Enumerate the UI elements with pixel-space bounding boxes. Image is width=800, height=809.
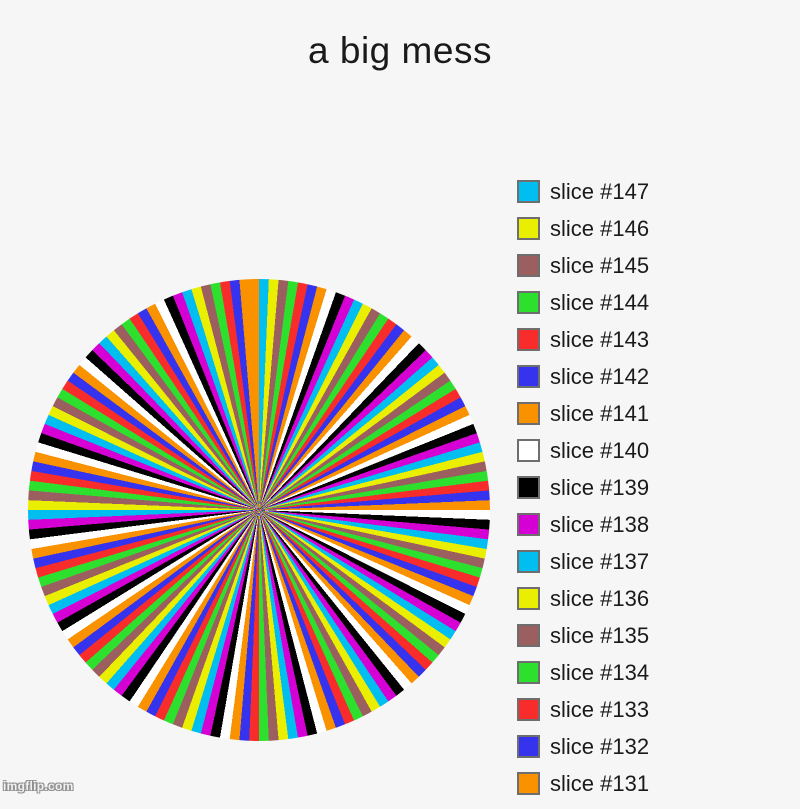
legend-item: slice #138 bbox=[517, 513, 649, 536]
legend-label: slice #146 bbox=[550, 216, 650, 241]
legend-item: slice #139 bbox=[517, 476, 649, 499]
legend-label: slice #141 bbox=[550, 401, 650, 426]
legend-swatch bbox=[517, 698, 540, 721]
legend-label: slice #132 bbox=[550, 734, 650, 759]
chart-title: a big mess bbox=[308, 30, 492, 71]
legend-swatch bbox=[517, 365, 540, 388]
legend-item: slice #141 bbox=[517, 402, 649, 425]
pie-chart bbox=[28, 279, 490, 741]
legend-swatch bbox=[517, 661, 540, 684]
legend-item: slice #131 bbox=[517, 772, 649, 795]
legend-item: slice #137 bbox=[517, 550, 649, 573]
legend-swatch bbox=[517, 402, 540, 425]
legend-label: slice #145 bbox=[550, 253, 650, 278]
legend-swatch bbox=[517, 328, 540, 351]
legend-item: slice #144 bbox=[517, 291, 649, 314]
legend-item: slice #146 bbox=[517, 217, 649, 240]
legend-item: slice #136 bbox=[517, 587, 649, 610]
legend-swatch bbox=[517, 772, 540, 795]
legend-item: slice #147 bbox=[517, 180, 649, 203]
legend-label: slice #135 bbox=[550, 623, 650, 648]
legend-swatch bbox=[517, 587, 540, 610]
legend-swatch bbox=[517, 476, 540, 499]
legend-item: slice #140 bbox=[517, 439, 649, 462]
imgflip-watermark: imgflip.com bbox=[3, 779, 74, 793]
legend-item: slice #135 bbox=[517, 624, 649, 647]
legend-swatch bbox=[517, 735, 540, 758]
legend-swatch bbox=[517, 439, 540, 462]
legend-label: slice #142 bbox=[550, 364, 650, 389]
legend-label: slice #137 bbox=[550, 549, 650, 574]
legend-label: slice #138 bbox=[550, 512, 650, 537]
legend-label: slice #136 bbox=[550, 586, 650, 611]
legend-label: slice #131 bbox=[550, 771, 650, 796]
legend-swatch bbox=[517, 291, 540, 314]
legend-label: slice #140 bbox=[550, 438, 650, 463]
legend-label: slice #134 bbox=[550, 660, 650, 685]
legend-label: slice #144 bbox=[550, 290, 650, 315]
legend-swatch bbox=[517, 180, 540, 203]
legend-item: slice #143 bbox=[517, 328, 649, 351]
legend-label: slice #147 bbox=[550, 179, 650, 204]
legend-item: slice #133 bbox=[517, 698, 649, 721]
legend-swatch bbox=[517, 550, 540, 573]
legend-item: slice #132 bbox=[517, 735, 649, 758]
legend-label: slice #133 bbox=[550, 697, 650, 722]
legend-item: slice #134 bbox=[517, 661, 649, 684]
legend-swatch bbox=[517, 217, 540, 240]
legend: slice #147 slice #146 slice #145 slice #… bbox=[517, 180, 649, 809]
legend-swatch bbox=[517, 624, 540, 647]
legend-swatch bbox=[517, 254, 540, 277]
legend-label: slice #139 bbox=[550, 475, 650, 500]
legend-item: slice #142 bbox=[517, 365, 649, 388]
legend-item: slice #145 bbox=[517, 254, 649, 277]
legend-label: slice #143 bbox=[550, 327, 650, 352]
legend-swatch bbox=[517, 513, 540, 536]
